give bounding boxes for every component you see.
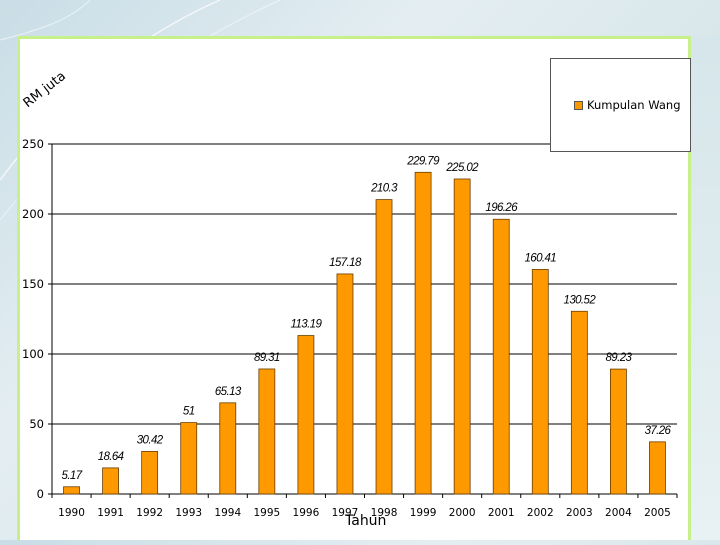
x-tick-label: 1995	[253, 507, 280, 519]
y-tick-label: 150	[22, 277, 44, 291]
bar-value-label: 51	[183, 406, 195, 418]
legend: Kumpulan Wang	[550, 58, 691, 152]
x-tick-label: 2003	[566, 507, 593, 519]
y-tick-label: 100	[22, 347, 44, 361]
bar-value-label: 65.13	[215, 386, 242, 398]
x-tick-label: 1996	[293, 507, 320, 519]
bar	[375, 199, 393, 495]
bar-value-label: 225.02	[445, 162, 479, 174]
bar	[219, 402, 237, 495]
bar-value-label: 18.64	[98, 451, 124, 463]
bar-value-label: 37.26	[645, 425, 672, 437]
bar-value-label: 229.79	[406, 155, 440, 167]
bar	[141, 451, 159, 495]
y-tick-label: 50	[29, 417, 44, 431]
bar-value-label: 113.19	[291, 319, 323, 331]
bar	[649, 441, 666, 495]
bar-value-label: 89.31	[254, 352, 280, 364]
bar	[414, 171, 432, 495]
bar	[63, 486, 80, 495]
x-tick-label: 1990	[58, 507, 85, 519]
bar	[336, 273, 354, 495]
bar	[297, 335, 315, 495]
bar	[453, 178, 471, 495]
bar	[610, 368, 627, 495]
x-tick-label: 1992	[136, 507, 163, 519]
bar	[492, 218, 510, 495]
bar	[258, 368, 276, 495]
x-tick-label: 1993	[175, 507, 202, 519]
x-tick-label: 1998	[371, 507, 398, 519]
bar	[180, 422, 198, 495]
x-tick-label: 1991	[97, 507, 124, 519]
bar	[102, 467, 119, 495]
bar	[531, 269, 549, 495]
y-tick-label: 200	[22, 207, 44, 221]
x-tick-label: 2001	[488, 507, 515, 519]
x-tick-label: 1997	[332, 507, 359, 519]
bar-value-label: 160.41	[524, 252, 556, 264]
x-tick-label: 2005	[644, 507, 671, 519]
bar-value-label: 5.17	[62, 470, 83, 482]
x-tick-label: 1999	[410, 507, 437, 519]
bar-value-label: 89.23	[606, 352, 633, 364]
x-tick-label: 2000	[449, 507, 476, 519]
x-axis-label: Tahun	[345, 513, 387, 529]
bar-value-label: 210.3	[370, 183, 398, 195]
bar-value-label: 196.26	[485, 202, 518, 214]
y-tick-label: 250	[22, 137, 44, 151]
x-tick-label: 2002	[527, 507, 554, 519]
y-tick-label: 0	[37, 487, 44, 501]
bar-value-label: 130.52	[564, 294, 597, 306]
bar	[570, 310, 588, 495]
x-tick-label: 2004	[605, 507, 632, 519]
bar-value-label: 30.42	[137, 434, 164, 446]
legend-swatch	[574, 101, 583, 110]
x-tick-label: 1994	[214, 507, 241, 519]
bar-value-label: 157.18	[329, 257, 362, 269]
slide-right-strip	[691, 36, 720, 540]
legend-label: Kumpulan Wang	[587, 98, 681, 112]
